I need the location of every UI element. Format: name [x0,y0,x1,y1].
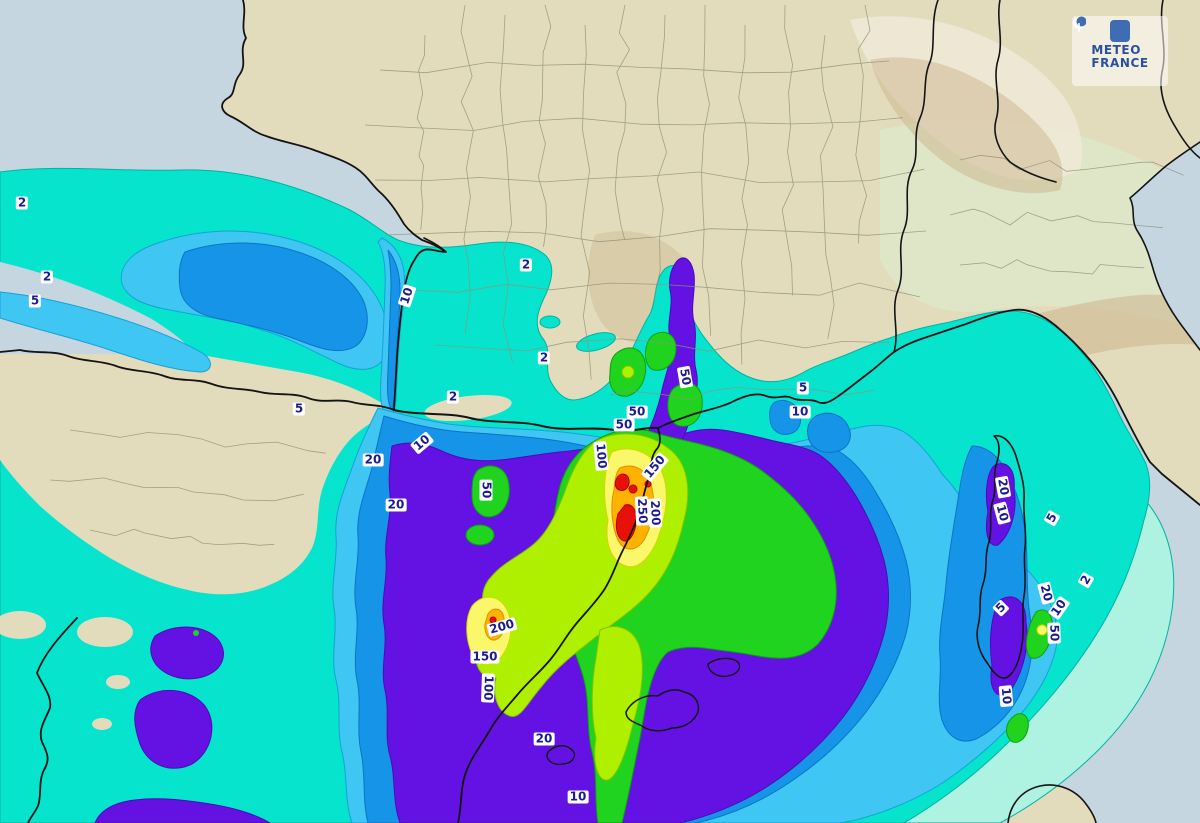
band-2-5-patch [539,315,561,329]
logo-text: METEO FRANCE [1091,44,1148,70]
border-portugal [27,617,78,823]
band-150-200-dot-corsica [1036,624,1048,636]
department-border-line [384,228,927,243]
dry-pocket [77,617,133,647]
band-2-5-patch [576,332,616,352]
department-border-line [49,477,304,502]
dry-pocket [0,611,46,639]
department-border-line [379,60,890,74]
band-200-250-southwest [484,608,505,641]
adriatic-sea [1130,142,1200,350]
coast-atlantic [221,0,447,411]
department-border-line [781,4,794,296]
band-50-100-languedoc-3 [667,382,703,427]
department-border-line [364,117,903,131]
department-border-line [959,154,1184,176]
band-20-50-spain-blob [150,626,224,680]
department-border-line [855,4,871,244]
coast-sardinia [1007,784,1097,823]
department-border-line [460,4,474,334]
po-valley-terrain [880,119,1200,330]
department-border-line [609,387,875,401]
coast-adriatic [1129,141,1200,351]
band-50-100-small [465,524,495,546]
logo-line1: METEO [1091,43,1142,57]
border-france-italy [893,0,939,353]
department-border-line [374,168,925,183]
department-borders [49,4,1184,546]
department-border-line [614,4,630,241]
precipitation-bands [0,167,1175,823]
dry-pocket [106,675,130,689]
department-border-line [416,34,426,230]
band-250-red-core-sw [489,616,497,624]
coast-corsica [976,434,1027,679]
coast-north-spain [0,349,395,411]
meteo-france-logo: METEO FRANCE [1072,16,1168,86]
department-border-line [949,208,1163,229]
department-border-line [537,4,552,248]
band-10-20-biscay [178,242,368,352]
department-border-line [434,338,890,352]
band-20-50-bottom-blob [94,798,271,823]
logo-line2: FRANCE [1091,56,1149,70]
alps-relief-brown [870,57,1063,194]
department-border-line [69,429,326,454]
coast-mallorca [625,689,700,732]
department-border-line [404,282,920,298]
border-alps-ne [994,0,1057,183]
band-100-150-dot-languedoc [621,365,635,379]
band-250-red-core [614,473,630,491]
department-border-line [499,14,513,363]
coast-med-france-italy [657,308,1200,506]
department-border-line [820,34,835,339]
band-20-50-southwest-blob [134,689,213,769]
estuary-gironde [423,237,447,253]
band-250-red-core [628,484,638,494]
department-border-line [738,24,750,365]
department-border-line [580,24,592,380]
dry-pocket [92,718,112,730]
band-50-100-dot [193,630,199,636]
band-50-100-catalonia-inland [471,465,510,518]
band-5-10-west-spain [0,291,211,373]
alps-relief [850,16,1082,181]
band-10-20-provence-blob [807,412,851,453]
coast-ibiza [546,745,576,766]
department-border-line [652,14,668,304]
department-border-line [89,528,275,546]
band-100-150-tongue [591,626,643,781]
band-50-100-corsica-se [1006,713,1029,743]
coast-menorca [707,657,741,678]
department-border-line [959,259,1145,275]
meteo-france-icon [1073,16,1130,42]
